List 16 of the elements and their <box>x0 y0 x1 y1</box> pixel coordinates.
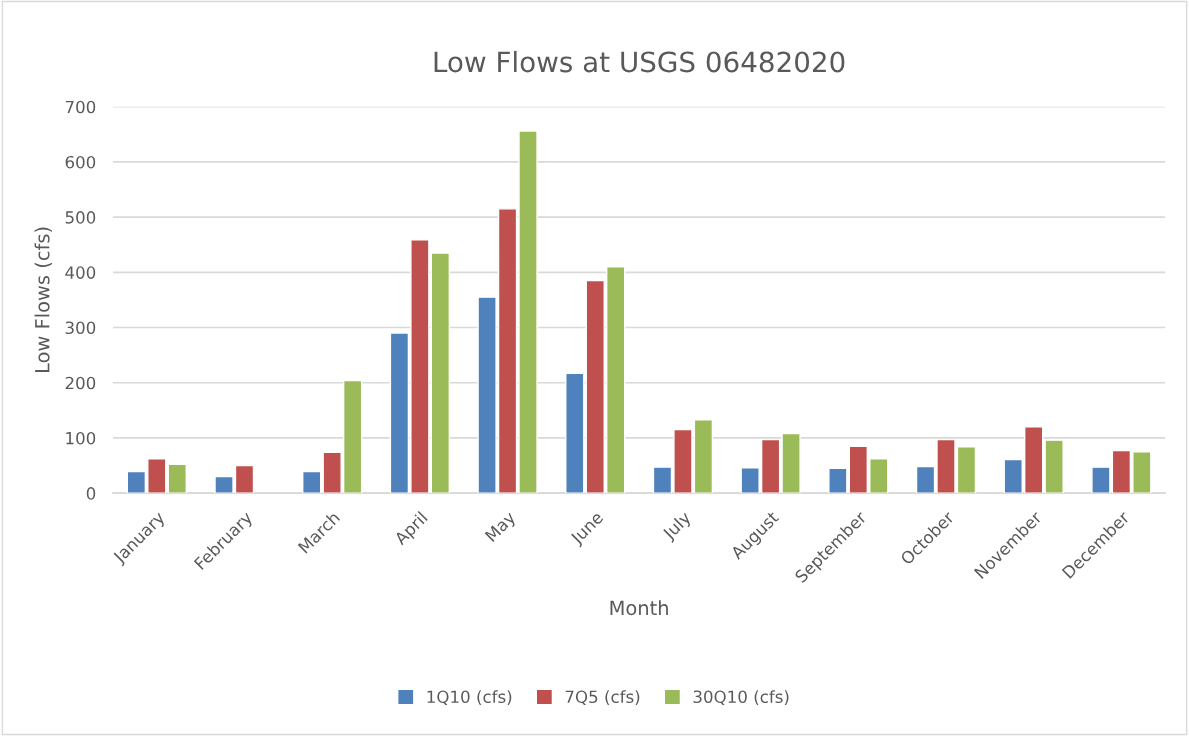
y-tick-label: 100 <box>66 431 96 445</box>
y-tick-label: 700 <box>65 100 96 114</box>
y-tick-label: 0 <box>86 487 96 500</box>
legend-label: 7Q5 (cfs) <box>565 690 640 706</box>
bar <box>565 372 585 494</box>
legend-label: 1Q10 (cfs) <box>427 690 512 706</box>
chart-title: Low Flows at USGS 06482020 <box>434 50 845 73</box>
bar <box>167 463 187 494</box>
x-axis-title: Month <box>610 600 668 616</box>
y-axis-title: Low Flows (cfs) <box>34 227 52 373</box>
y-tick-label: 600 <box>65 155 96 169</box>
legend-label: 30Q10 (cfs) <box>693 690 789 706</box>
y-tick-label: 200 <box>65 376 96 390</box>
y-tick-label: 400 <box>65 266 96 279</box>
y-tick-label: 300 <box>65 321 96 335</box>
y-tick-label: 500 <box>65 211 96 224</box>
